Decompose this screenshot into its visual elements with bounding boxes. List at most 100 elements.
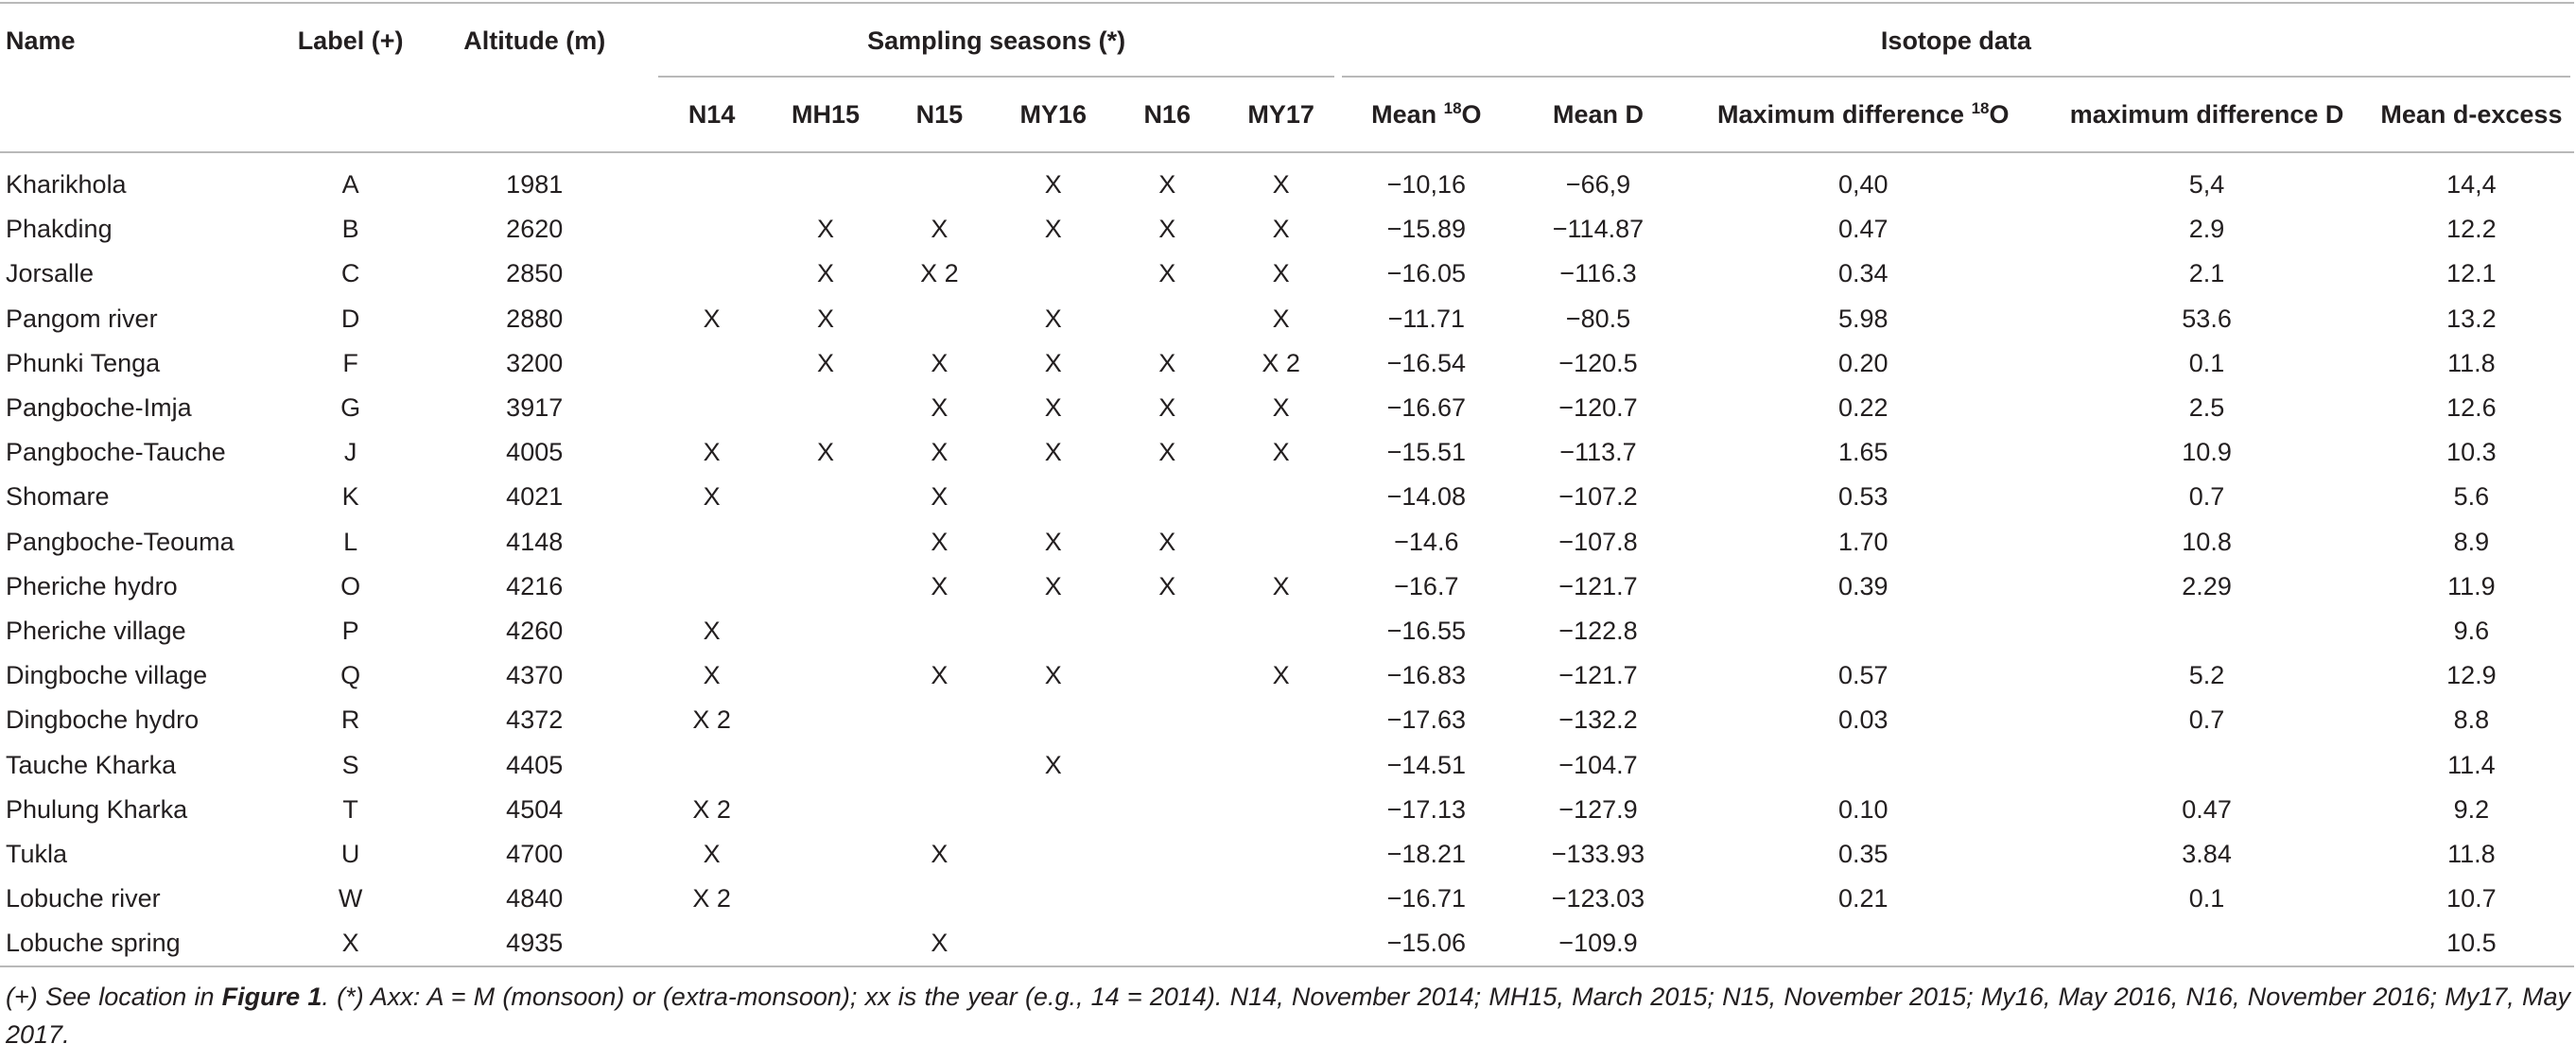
cell-mean-d: −107.8 [1558, 527, 1638, 556]
cell-label: A [341, 170, 359, 200]
cell-n15: X [931, 348, 949, 377]
cell-mean-o18: −16.05 [1386, 259, 1466, 288]
cell-n16: X [1158, 170, 1176, 200]
cell-my16: X [1044, 571, 1062, 600]
table-footnote: (+) See location in Figure 1. (*) Axx: A… [6, 978, 2570, 1053]
cell-dexcess: 11.8 [2447, 348, 2496, 377]
cell-mean-o18: −14.6 [1394, 527, 1459, 556]
cell-n14: X [703, 482, 721, 512]
cell-n14: X [703, 839, 721, 868]
cell-my17 [1224, 609, 1337, 653]
table-row: Pangboche-Teouma L 4148 X X X −14.6 −107.8 1.70 1… [0, 520, 2574, 565]
table-row: Tukla U 4700 X X −18.21 −133.93 0.35 3.84 11.8 [0, 832, 2574, 877]
cell-n15: X [931, 393, 949, 423]
cell-mh15 [769, 653, 882, 698]
cell-my16: X [1044, 750, 1062, 779]
cell-mh15 [769, 520, 882, 565]
cell-altitude: 4372 [506, 705, 564, 735]
table-row: Pangboche-Imja G 3917 X X X X −16.67 −120.7 0.22 2… [0, 386, 2574, 430]
cell-dexcess: 11.9 [2447, 571, 2496, 600]
cell-n14 [654, 207, 768, 252]
cell-mean-d: −104.7 [1558, 750, 1638, 779]
cell-maxdiff-o18: 5.98 [1837, 304, 1888, 333]
cell-maxdiff-o18: 0.57 [1837, 661, 1888, 690]
cell-maxdiff-o18: 0.34 [1837, 259, 1888, 288]
cell-n14: X 2 [692, 884, 731, 913]
cell-mean-d: −123.03 [1551, 884, 1645, 913]
cell-n15: X [931, 839, 949, 868]
table-row: Phakding B 2620 X X X X X −15.89 −114.87 0.47 2.9 12… [0, 207, 2574, 252]
cell-mh15: X [816, 438, 834, 467]
cell-my17: X 2 [1262, 348, 1300, 377]
table-row: Jorsalle C 2850 X X 2 X X −16.05 −116.3 0.34 2.1 12… [0, 252, 2574, 296]
cell-my17 [1224, 742, 1337, 787]
cell-maxdiff-o18: 0.47 [1837, 215, 1888, 244]
cell-mean-o18: −16.55 [1386, 616, 1466, 645]
cell-name: Tauche Kharka [6, 750, 177, 779]
cell-n16 [1110, 788, 1224, 832]
cell-mean-d: −113.7 [1559, 438, 1637, 467]
cell-my17 [1224, 475, 1337, 519]
cell-my17 [1224, 921, 1337, 966]
cell-mh15: X [816, 215, 834, 244]
cell-mh15: X [816, 259, 834, 288]
cell-label: Q [340, 661, 361, 690]
cell-label: B [341, 215, 359, 244]
header-name: Name [6, 26, 76, 55]
cell-mh15 [769, 877, 882, 921]
cell-label: S [341, 750, 359, 779]
cell-my17 [1224, 832, 1337, 877]
cell-maxdiff-d: 2.9 [2188, 215, 2225, 244]
cell-maxdiff-d: 2.1 [2188, 259, 2225, 288]
cell-my17: X [1272, 215, 1290, 244]
cell-n14: X 2 [692, 794, 731, 824]
cell-dexcess: 10.3 [2446, 438, 2497, 467]
cell-n15: X [931, 527, 949, 556]
cell-altitude: 2850 [506, 259, 564, 288]
cell-mh15 [769, 475, 882, 519]
cell-mean-o18: −17.63 [1386, 705, 1466, 735]
cell-n15 [882, 742, 996, 787]
cell-mean-d: −120.5 [1558, 348, 1638, 377]
table-row: Dingboche village Q 4370 X X X X −16.83 −121.7 0.… [0, 653, 2574, 698]
cell-dexcess: 11.8 [2447, 839, 2496, 868]
cell-name: Dingboche village [6, 661, 208, 690]
table-row: Lobuche river W 4840 X 2 −16.71 −123.03 0.21 0.… [0, 877, 2574, 921]
cell-maxdiff-d: 0.7 [2188, 705, 2225, 735]
cell-n16 [1110, 297, 1224, 341]
table-row: Pangboche-Tauche J 4005 X X X X X X −15.51 −113.7 1… [0, 430, 2574, 475]
cell-my16: X [1044, 215, 1062, 244]
cell-label: W [338, 884, 363, 913]
cell-label: D [340, 304, 360, 333]
header-sampling-seasons: Sampling seasons (*) [654, 3, 1338, 78]
cell-n15 [882, 609, 996, 653]
cell-my16: X [1044, 661, 1062, 690]
table-row: Kharikhola A 1981 X X X −10,16 −66,9 0,40 5,4 14,4 [0, 152, 2574, 207]
cell-altitude: 4935 [506, 929, 564, 958]
cell-n16 [1110, 609, 1224, 653]
cell-maxdiff-d: 0.1 [2188, 348, 2225, 377]
cell-label: U [340, 839, 360, 868]
cell-my17: X [1272, 571, 1290, 600]
header-season-my17: MY17 [1247, 99, 1314, 129]
footnote-text: . (*) Axx: A = M (monsoon) or (extra-mon… [6, 983, 2570, 1049]
cell-dexcess: 14,4 [2446, 170, 2497, 200]
cell-n15 [882, 788, 996, 832]
cell-mean-d: −107.2 [1558, 482, 1638, 512]
cell-name: Tukla [6, 839, 68, 868]
cell-n15: X [931, 215, 949, 244]
cell-n16 [1110, 742, 1224, 787]
cell-n16 [1110, 877, 1224, 921]
cell-label: C [340, 259, 360, 288]
cell-mh15 [769, 565, 882, 609]
cell-name: Pangboche-Imja [6, 393, 192, 423]
header-season-mh15: MH15 [791, 99, 860, 129]
cell-maxdiff-o18: 0.39 [1837, 571, 1888, 600]
cell-maxdiff-d: 0.7 [2188, 482, 2225, 512]
table-row: Phunki Tenga F 3200 X X X X X 2 −16.54 −120.5 0.20… [0, 341, 2574, 386]
cell-n14 [654, 921, 768, 966]
cell-n14 [654, 742, 768, 787]
cell-name: Pangom river [6, 304, 158, 333]
figure-reference-link[interactable]: Figure 1 [221, 983, 322, 1011]
cell-mh15: X [816, 304, 834, 333]
